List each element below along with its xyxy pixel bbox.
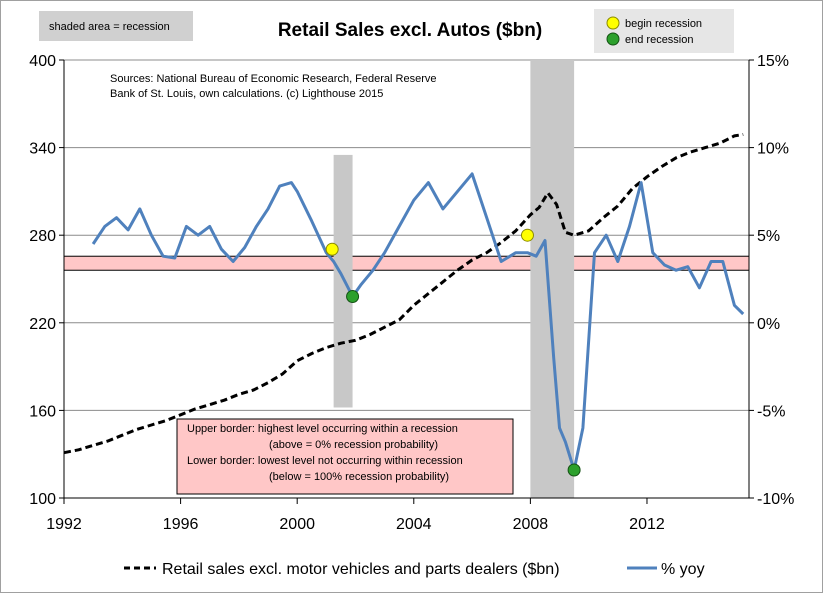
begin-recession-marker	[325, 242, 339, 256]
shaded-area-label: shaded area = recession	[49, 21, 170, 33]
threshold-note-box	[176, 418, 514, 495]
x-tick-label: 1996	[163, 516, 199, 533]
end-recession-legend-dot	[606, 32, 620, 46]
recession-shade	[530, 60, 575, 498]
marker-legend-box	[594, 9, 734, 53]
sources-line-2: Bank of St. Louis, own calculations. (c)…	[110, 88, 383, 100]
series-lines	[63, 133, 745, 472]
axes: 100 160 220 280 340 400 -10% -5% 0% 5% 10% 15% 1992 1…	[29, 53, 794, 533]
x-tick-label: 2012	[629, 516, 665, 533]
begin-recession-legend-label: begin recession	[625, 18, 702, 30]
end-recession-legend-label: end recession	[625, 34, 694, 46]
y-left-tick-label: 340	[29, 141, 56, 158]
recession-markers	[325, 228, 581, 477]
y-right-tick-label: 5%	[757, 228, 780, 245]
x-tick-label: 2004	[396, 516, 432, 533]
y-right-tick-label: 15%	[757, 53, 789, 70]
begin-recession-legend-dot	[606, 16, 620, 30]
y-left-tick-label: 220	[29, 316, 56, 333]
begin-recession-marker	[520, 228, 534, 242]
sales-line	[63, 133, 744, 455]
y-right-tick-label: 10%	[757, 141, 789, 158]
shaded-area-label-box	[39, 11, 193, 41]
x-tick-label: 1992	[46, 516, 82, 533]
note-lower-border: Lower border: lowest level not occurring…	[187, 455, 463, 467]
yoy-line	[91, 172, 745, 472]
x-tick-label: 2000	[279, 516, 315, 533]
y-right-tick-label: 0%	[757, 316, 780, 333]
recession-threshold-band	[63, 255, 750, 271]
chart-title: Retail Sales excl. Autos ($bn)	[278, 20, 542, 41]
y-right-tick-label: -5%	[757, 403, 785, 420]
y-left-tick-label: 160	[29, 403, 56, 420]
note-upper-border-detail: (above = 0% recession probability)	[269, 439, 438, 451]
sources-line-1: Sources: National Bureau of Economic Res…	[110, 73, 437, 85]
note-upper-border: Upper border: highest level occurring wi…	[187, 423, 458, 435]
threshold-band-rect	[63, 255, 750, 271]
y-left-tick-label: 100	[29, 491, 56, 508]
y-left-tick-label: 400	[29, 53, 56, 70]
y-right-tick-label: -10%	[757, 491, 794, 508]
y-left-tick-label: 280	[29, 228, 56, 245]
x-tick-label: 2008	[513, 516, 549, 533]
legend-sales-label: Retail sales excl. motor vehicles and pa…	[162, 561, 560, 578]
gridlines	[64, 59, 749, 411]
legend-yoy-label: % yoy	[661, 561, 705, 578]
end-recession-marker	[567, 463, 581, 477]
note-lower-border-detail: (below = 100% recession probability)	[269, 471, 449, 483]
end-recession-marker	[346, 290, 360, 304]
